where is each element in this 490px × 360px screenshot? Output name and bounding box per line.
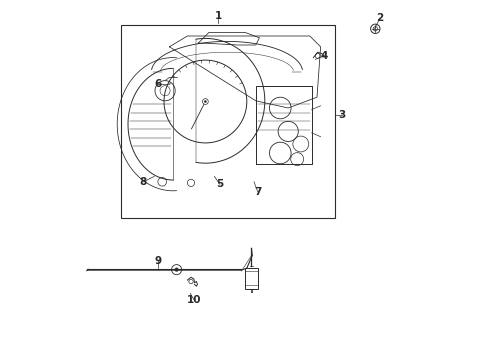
Bar <box>245 268 258 289</box>
Text: 9: 9 <box>154 256 161 266</box>
Circle shape <box>204 100 206 103</box>
Text: 1: 1 <box>215 11 221 21</box>
Text: 6: 6 <box>154 78 162 89</box>
Text: 5: 5 <box>216 179 223 189</box>
Text: 7: 7 <box>254 186 261 197</box>
Circle shape <box>202 99 208 104</box>
Text: 10: 10 <box>187 294 201 305</box>
Text: 3: 3 <box>339 110 346 120</box>
Circle shape <box>175 268 178 271</box>
Text: 8: 8 <box>140 177 147 187</box>
Text: 4: 4 <box>320 51 328 61</box>
Bar <box>121 25 335 218</box>
Text: 2: 2 <box>376 13 384 23</box>
